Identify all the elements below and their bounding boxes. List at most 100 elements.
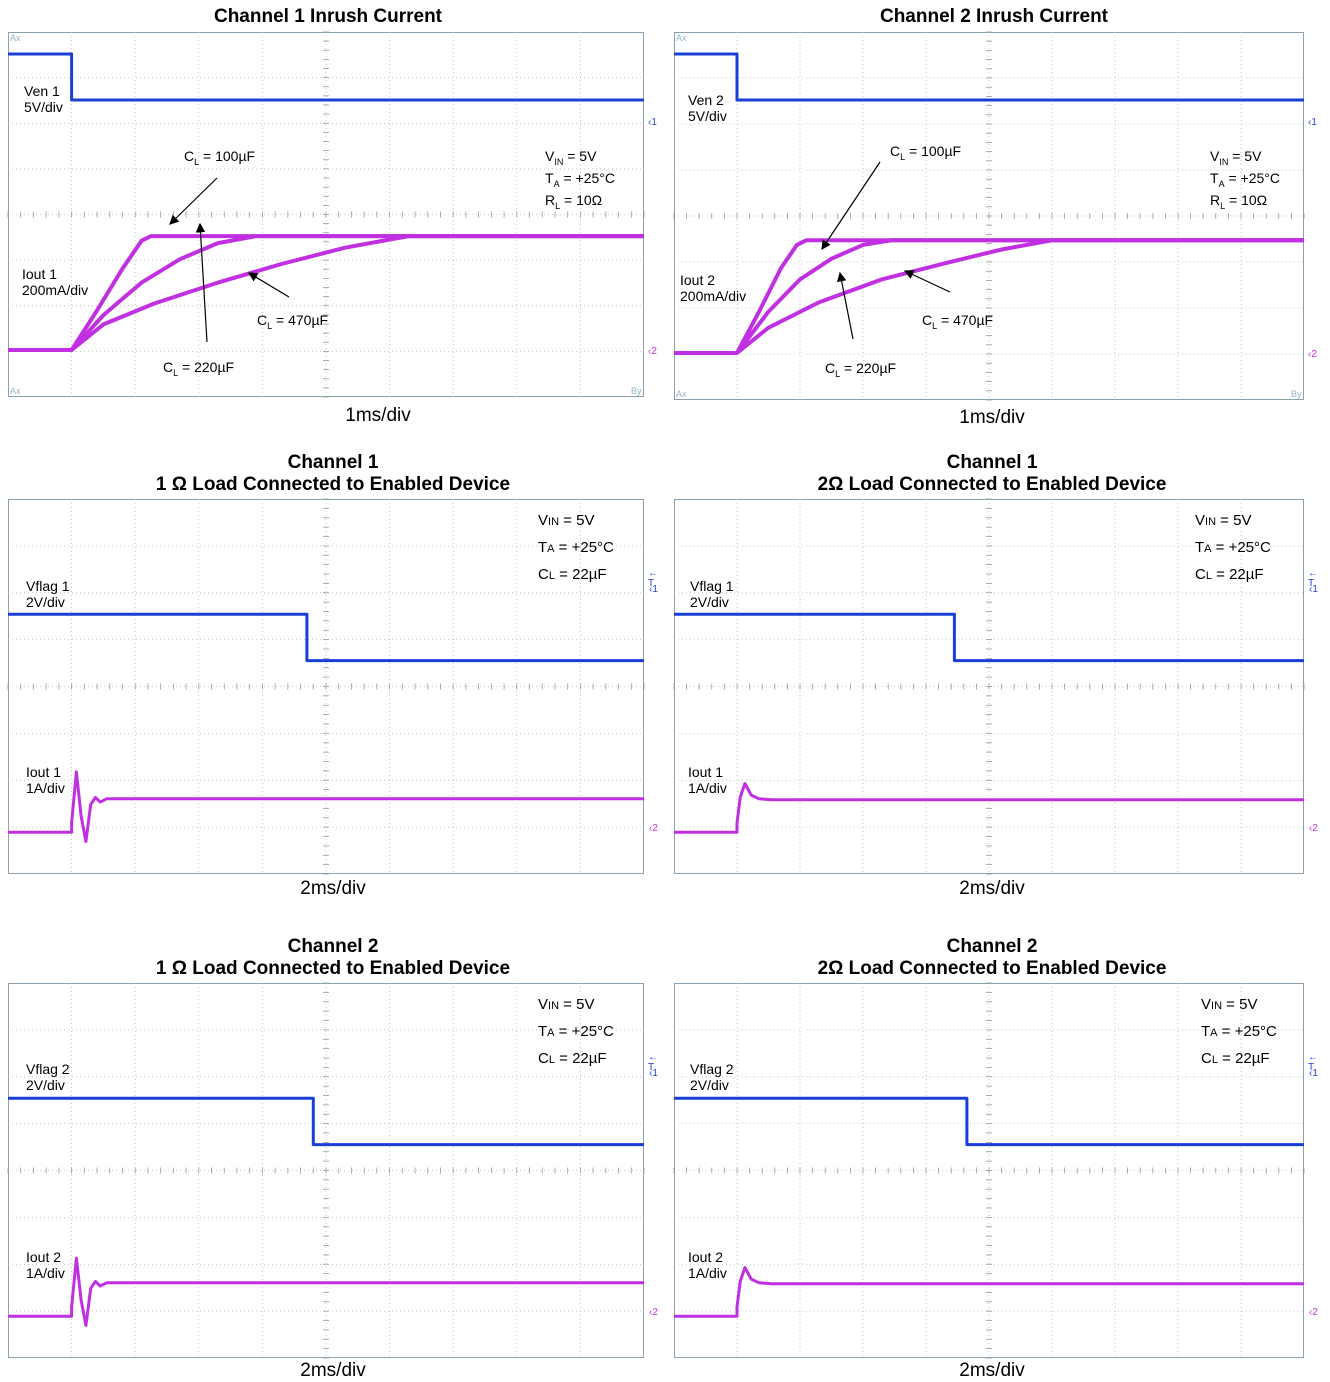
trace-c-l-220-f bbox=[70, 234, 644, 352]
channel-label-iout: Iout 1 200mA/div bbox=[22, 266, 89, 298]
scope-plot bbox=[673, 982, 1305, 1359]
panel-ch1-1ohm-load: Channel 1 1 Ω Load Connected to Enabled … bbox=[7, 452, 658, 907]
channel-label-vflag: Vflag 1 2V/div bbox=[26, 578, 70, 610]
condition-vin: VIN = 5V bbox=[538, 996, 595, 1013]
ref-marker-2: ‹2 bbox=[648, 346, 657, 357]
scope-screen bbox=[7, 982, 645, 1359]
center-ticks bbox=[673, 982, 1305, 1359]
scope-plot bbox=[7, 982, 645, 1359]
ref-marker-2: ‹2 bbox=[1309, 823, 1318, 834]
condition-ta: TA = +25°C bbox=[1201, 1023, 1277, 1040]
channel-label-ven: Ven 1 5V/div bbox=[24, 83, 63, 115]
scope-screen bbox=[7, 31, 645, 398]
ref-marker-2: ‹2 bbox=[649, 823, 658, 834]
panel-ch1-inrush: Channel 1 Inrush Current Ax Ax By ‹1 ‹2 … bbox=[7, 0, 657, 430]
center-ticks bbox=[7, 31, 645, 398]
condition-cl: CL = 22µF bbox=[1195, 566, 1264, 583]
trace-iout-2 bbox=[674, 1266, 1304, 1318]
ref-marker-2: ‹2 bbox=[649, 1307, 658, 1318]
x-axis-label: 2ms/div bbox=[959, 878, 1025, 899]
channel-label-iout: Iout 1 1A/div bbox=[688, 764, 727, 796]
scope-plot bbox=[673, 31, 1305, 401]
center-ticks bbox=[673, 498, 1305, 875]
channel-label-iout: Iout 2 200mA/div bbox=[680, 272, 747, 304]
trace-iout-1 bbox=[674, 782, 1304, 834]
trace-c-l-220-f bbox=[735, 238, 1304, 355]
trigger-marker: ← T bbox=[1308, 1052, 1318, 1073]
channel-label-ven: Ven 2 5V/div bbox=[688, 92, 727, 124]
condition-vin: VIN = 5V bbox=[545, 148, 597, 167]
trace-vflag-2 bbox=[8, 1096, 644, 1147]
condition-rl: RL = 10Ω bbox=[1210, 191, 1268, 211]
trace-vflag-1 bbox=[674, 612, 1304, 663]
condition-vin: VIN = 5V bbox=[1210, 148, 1262, 167]
condition-vin: VIN = 5V bbox=[1195, 512, 1252, 529]
scope-screen bbox=[7, 498, 645, 875]
panel-title: Channel 2 1 Ω Load Connected to Enabled … bbox=[155, 936, 511, 979]
condition-ta: TA = +25°C bbox=[545, 169, 615, 189]
callout-100uf: CL = 100µF bbox=[184, 148, 256, 167]
condition-ta: TA = +25°C bbox=[1195, 539, 1271, 556]
panel-ch1-2ohm-load: Channel 1 2Ω Load Connected to Enabled D… bbox=[673, 452, 1324, 907]
callout-220uf: CL = 220µF bbox=[825, 360, 897, 379]
corner-label: By bbox=[631, 386, 642, 396]
corner-label: Ax bbox=[676, 389, 687, 399]
panel-ch2-1ohm-load: Channel 2 1 Ω Load Connected to Enabled … bbox=[7, 936, 658, 1382]
callout-470uf: CL = 470µF bbox=[257, 312, 329, 331]
condition-ta: TA = +25°C bbox=[1210, 169, 1280, 189]
trace-vflag-2 bbox=[674, 1096, 1304, 1147]
trace-ven-2 bbox=[674, 52, 1304, 102]
trace-ven-1 bbox=[8, 52, 644, 102]
condition-vin: VIN = 5V bbox=[1201, 996, 1258, 1013]
callout-470uf: CL = 470µF bbox=[922, 312, 994, 331]
conditions-box: VIN = 5V TA = +25°C RL = 10Ω bbox=[1210, 148, 1280, 213]
condition-cl: CL = 22µF bbox=[538, 566, 607, 583]
x-axis-label: 1ms/div bbox=[345, 405, 411, 426]
corner-label: Ax bbox=[676, 33, 687, 43]
x-axis-label: 2ms/div bbox=[300, 878, 366, 899]
callout-220uf: CL = 220µF bbox=[163, 359, 235, 378]
panel-title: Channel 1 1 Ω Load Connected to Enabled … bbox=[155, 452, 511, 495]
scope-screen bbox=[673, 498, 1305, 875]
panel-title: Channel 2 2Ω Load Connected to Enabled D… bbox=[817, 936, 1167, 979]
channel-label-vflag: Vflag 2 2V/div bbox=[26, 1061, 70, 1093]
panel-title: Channel 2 Inrush Current bbox=[879, 6, 1109, 27]
grid bbox=[674, 499, 1304, 874]
corner-label: By bbox=[1291, 389, 1302, 399]
condition-ta: TA = +25°C bbox=[538, 1023, 614, 1040]
corner-label: Ax bbox=[10, 386, 21, 396]
conditions-box: VIN = 5V TA = +25°C CL = 22µF bbox=[1201, 992, 1277, 1073]
panel-ch2-2ohm-load: Channel 2 2Ω Load Connected to Enabled D… bbox=[673, 936, 1324, 1382]
panel-title: Channel 1 2Ω Load Connected to Enabled D… bbox=[817, 452, 1167, 495]
scope-plot bbox=[673, 498, 1305, 875]
conditions-box: VIN = 5V TA = +25°C RL = 10Ω bbox=[545, 148, 615, 213]
conditions-box: VIN = 5V TA = +25°C CL = 22µF bbox=[538, 508, 614, 589]
channel-label-iout: Iout 1 1A/div bbox=[26, 764, 65, 796]
callout-100uf: CL = 100µF bbox=[890, 143, 962, 162]
ref-marker-1: ‹1 bbox=[649, 1068, 658, 1079]
ref-marker-1: ‹1 bbox=[649, 584, 658, 595]
scope-screen bbox=[673, 982, 1305, 1359]
channel-label-vflag: Vflag 1 2V/div bbox=[690, 578, 734, 610]
panel-title: Channel 1 Inrush Current bbox=[213, 6, 443, 27]
ref-marker-1: ‹1 bbox=[1309, 584, 1318, 595]
ref-marker-1: ‹1 bbox=[1308, 117, 1317, 128]
ref-marker-1: ‹1 bbox=[1309, 1068, 1318, 1079]
grid bbox=[674, 983, 1304, 1358]
ref-marker-2: ‹2 bbox=[1308, 349, 1317, 360]
corner-label: Ax bbox=[10, 33, 21, 43]
conditions-box: VIN = 5V TA = +25°C CL = 22µF bbox=[538, 992, 614, 1073]
channel-label-iout: Iout 2 1A/div bbox=[26, 1249, 65, 1281]
trace-iout-1 bbox=[8, 770, 644, 843]
ref-marker-2: ‹2 bbox=[1309, 1307, 1318, 1318]
channel-label-iout: Iout 2 1A/div bbox=[688, 1249, 727, 1281]
trigger-marker: ← T bbox=[648, 1052, 658, 1073]
channel-label-vflag: Vflag 2 2V/div bbox=[690, 1061, 734, 1093]
scope-screen bbox=[673, 31, 1305, 401]
scope-plot bbox=[7, 498, 645, 875]
center-ticks bbox=[7, 498, 645, 875]
condition-cl: CL = 22µF bbox=[538, 1050, 607, 1067]
ref-marker-1: ‹1 bbox=[648, 117, 657, 128]
trace-vflag-1 bbox=[8, 612, 644, 663]
conditions-box: VIN = 5V TA = +25°C CL = 22µF bbox=[1195, 508, 1271, 589]
